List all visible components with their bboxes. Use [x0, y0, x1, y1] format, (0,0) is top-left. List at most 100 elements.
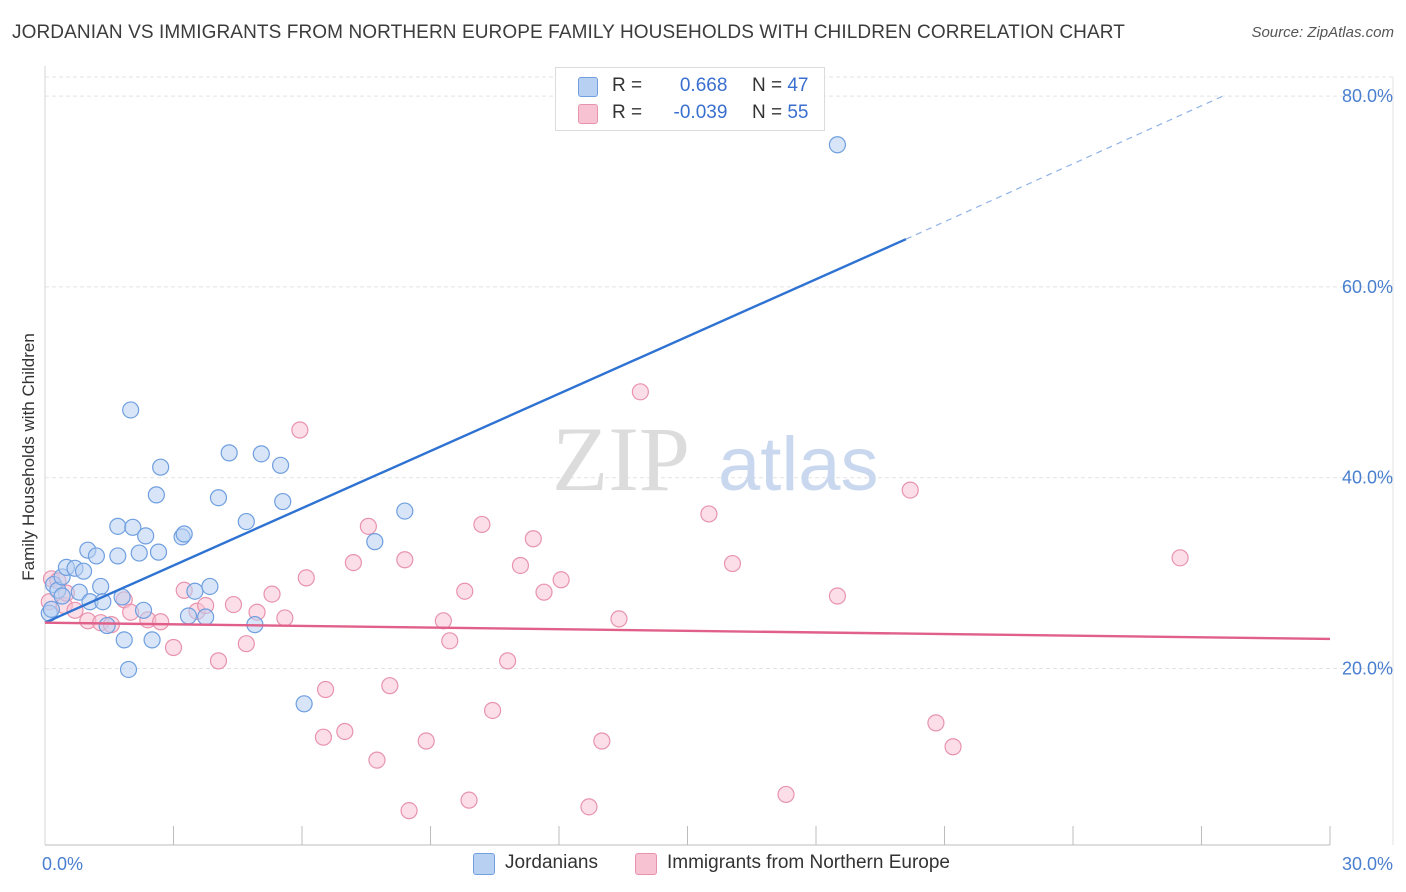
jordanian-point — [130, 544, 148, 562]
bottom-legend-label: Immigrants from Northern Europe — [667, 852, 950, 873]
immigrant-point — [381, 677, 399, 695]
immigrant-point — [631, 383, 649, 401]
immigrant-point — [417, 732, 435, 750]
immigrant-point — [828, 587, 847, 605]
immigrant-point — [237, 635, 255, 653]
immigrant-point — [164, 638, 183, 657]
immigrant-point — [700, 505, 718, 523]
jordanian-point — [186, 582, 204, 600]
immigrant-point — [777, 785, 795, 804]
immigrant-point — [400, 802, 418, 820]
immigrant-trend-line — [44, 621, 1331, 641]
jordanian-point — [271, 456, 290, 474]
stats-legend: R = 0.668 N = 47 R = -0.039 N = 55 — [555, 67, 825, 131]
watermark-atlas: atlas — [718, 422, 879, 507]
y-tick-label: 60.0% — [1342, 277, 1393, 297]
legend-r-label: R = — [612, 75, 643, 96]
x-tick-label: 30.0% — [1342, 854, 1393, 874]
trend-lines — [44, 95, 1331, 641]
legend-n-value: 47 — [787, 75, 809, 96]
immigrant-point — [610, 610, 628, 628]
jordanian-point — [209, 489, 228, 507]
immigrant-point — [368, 751, 386, 769]
legend-n-value: 55 — [787, 102, 809, 123]
immigrant-point — [1171, 549, 1189, 567]
y-tick-label: 80.0% — [1342, 86, 1393, 106]
tick-labels: 20.0% 40.0% 60.0% 80.0% 0.0% 30.0% — [42, 86, 1393, 874]
immigrant-point — [456, 582, 474, 600]
immigrant-point — [336, 722, 354, 741]
immigrant-point — [344, 554, 362, 572]
axes — [44, 66, 1394, 846]
jordanian-point — [149, 543, 168, 561]
jordanian-point — [366, 533, 384, 551]
jordanian-point — [179, 607, 198, 625]
immigrant-point — [314, 728, 333, 746]
immigrant-point — [593, 732, 611, 750]
jordanian-point — [252, 445, 270, 463]
y-tick-label: 40.0% — [1342, 468, 1393, 488]
immigrant-point — [396, 551, 414, 569]
jordanian-point — [109, 517, 127, 535]
y-axis-label-group: Family Households with Children — [19, 333, 38, 581]
y-tick-label: 20.0% — [1342, 659, 1393, 679]
jordanian-point — [74, 562, 93, 580]
jordanian-point — [134, 601, 153, 619]
legend-r-label: R = — [612, 102, 643, 123]
jordanian-point — [122, 401, 140, 419]
immigrant-point — [511, 556, 530, 575]
jordanian-point — [237, 512, 255, 531]
jordanian-point — [42, 600, 61, 618]
legend-r-value: -0.039 — [673, 102, 728, 123]
jordanian-point — [115, 631, 133, 649]
immigrant-point — [316, 680, 335, 699]
immigrant-point — [276, 609, 294, 627]
immigrant-point — [499, 652, 517, 670]
jordanian-point — [143, 631, 161, 649]
jordanian-point — [396, 502, 414, 520]
jordanian-point — [295, 695, 313, 713]
immigrant-point — [434, 612, 452, 630]
jordanian-point — [137, 527, 155, 545]
jordanian-point — [87, 547, 106, 565]
immigrant-point — [944, 738, 962, 756]
jordanian-point — [124, 518, 142, 536]
immigrant-point — [152, 613, 170, 631]
immigrant-point — [291, 421, 309, 439]
watermark: ZIP atlas — [552, 408, 879, 510]
jordanian-point — [98, 616, 116, 635]
gridlines — [45, 76, 1393, 670]
legend-n-label: N = — [751, 75, 783, 96]
immigrant-point — [552, 571, 570, 589]
immigrant-point — [460, 791, 478, 809]
immigrant-point — [263, 585, 281, 603]
jordanian-point — [109, 547, 127, 565]
immigrant-point — [209, 652, 228, 670]
immigrant-point — [224, 595, 243, 614]
source-label: Source: ZipAtlas.com — [1251, 24, 1394, 41]
chart-title: JORDANIAN VS IMMIGRANTS FROM NORTHERN EU… — [12, 22, 1125, 43]
jordanian-point — [53, 587, 71, 605]
bottom-legend-swatch-blue — [473, 853, 495, 875]
legend-n-label: N = — [751, 102, 783, 123]
series-jordanians-points — [40, 136, 847, 713]
y-axis-label: Family Households with Children — [19, 333, 38, 581]
legend-swatch-pink — [578, 104, 598, 124]
immigrant-point — [927, 714, 945, 732]
jordanian-point — [119, 660, 138, 679]
bottom-legend-swatch-pink — [635, 853, 657, 875]
jordanian-point — [828, 136, 847, 154]
legend-r-value: 0.668 — [679, 75, 728, 96]
immigrant-point — [473, 515, 491, 534]
bottom-legend-label: Jordanians — [505, 852, 598, 873]
immigrant-point — [359, 517, 377, 535]
immigrant-point — [535, 583, 553, 601]
jordanian-point — [92, 577, 110, 596]
jordanian-point — [147, 486, 165, 504]
jordanian-point — [274, 492, 292, 511]
jordanian-trend-line — [44, 238, 907, 624]
x-tick-label: 0.0% — [42, 854, 83, 874]
immigrant-point — [297, 569, 315, 587]
jordanian-point — [197, 608, 215, 626]
